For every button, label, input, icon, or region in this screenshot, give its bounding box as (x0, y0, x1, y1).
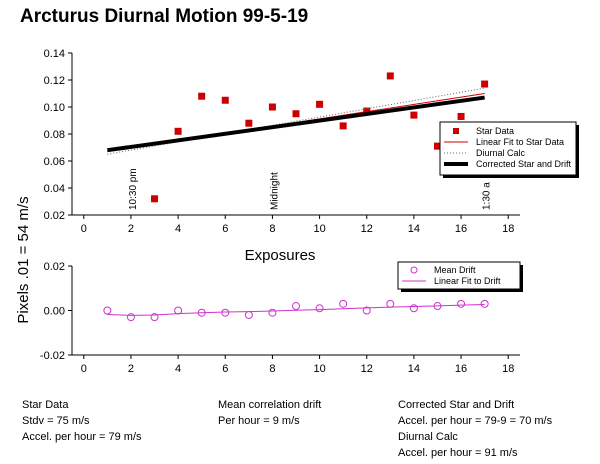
x-tick-label: 6 (222, 363, 228, 375)
diurnal-calc-line (107, 87, 485, 155)
star-data-point (410, 111, 418, 119)
star-data-heading: Star Data (22, 399, 69, 411)
mean-drift-point (126, 313, 135, 322)
mean-drift-point (103, 306, 112, 315)
star-data-point (245, 119, 253, 127)
star-data-point (433, 142, 441, 150)
corrected-accel: Accel. per hour = 79-9 = 70 m/s (398, 415, 553, 427)
x-tick-label: 14 (408, 363, 420, 375)
x-tick-label: 6 (222, 223, 228, 235)
legend-frame (439, 121, 577, 176)
star-data-summary: Star Data Stdv = 75 m/s Accel. per hour … (22, 397, 142, 445)
x-tick-label: 10 (313, 223, 325, 235)
mean-drift-point (221, 308, 230, 317)
x-tick-label: 12 (361, 363, 373, 375)
star-data-point (339, 122, 347, 130)
top-plot-axes: 0.02 0.04 0.06 0.08 0.10 0.12 0.14 0 2 4 6 8 10 12 14 1… (44, 48, 520, 235)
legend-label: Mean Drift (434, 265, 476, 275)
mean-drift-point (174, 306, 183, 315)
correlation-per-hour: Per hour = 9 m/s (218, 415, 300, 427)
x-tick-label: 2 (128, 363, 134, 375)
y-tick-label: 0.10 (44, 102, 65, 114)
y-tick-label: 0.14 (44, 48, 65, 60)
bottom-plot-axes: -0.02 0.00 0.02 0 2 4 6 8 10 12 14 16 18 (40, 261, 520, 375)
star-data-point (363, 107, 371, 115)
legend-label: Linear Fit to Drift (434, 276, 501, 286)
top-plot-marks: 10:30 pm Midnight 1:30 a (107, 72, 493, 210)
star-data-accel: Accel. per hour = 79 m/s (22, 431, 142, 443)
legend-frame (397, 261, 521, 290)
legend-marker-circle (410, 266, 418, 274)
mean-drift-point (339, 299, 348, 308)
x-tick-label: 18 (502, 363, 514, 375)
x-tick-label: 10 (313, 363, 325, 375)
corrected-star-drift-line (107, 95, 485, 153)
x-tick-label: 12 (361, 223, 373, 235)
star-data-point (174, 127, 182, 135)
x-tick-label: 14 (408, 223, 420, 235)
mean-drift-point (244, 310, 253, 319)
mean-drift-point (315, 304, 324, 313)
time-annotation: 10:30 pm (128, 168, 139, 210)
diurnal-heading: Diurnal Calc (398, 431, 458, 443)
y-tick-label: 0.02 (44, 261, 65, 273)
drift-fit-line (107, 303, 485, 316)
x-tick-label: 0 (81, 363, 87, 375)
y-tick-label: 0.02 (44, 210, 65, 222)
star-data-point (268, 103, 276, 111)
star-data-point (457, 112, 465, 120)
y-tick-label: 0.06 (44, 156, 65, 168)
diurnal-accel: Accel. per hour = 91 m/s (398, 447, 518, 459)
x-axis-label: Exposures (245, 247, 316, 264)
x-tick-label: 16 (455, 363, 467, 375)
mean-drift-point (268, 308, 277, 317)
mean-drift-point (362, 306, 371, 315)
y-tick-label: 0.04 (44, 183, 65, 195)
corrected-summary: Corrected Star and Drift Accel. per hour… (398, 397, 552, 429)
time-annotation: Midnight (269, 172, 280, 210)
corrected-heading: Corrected Star and Drift (398, 399, 515, 411)
mean-drift-point (409, 304, 418, 313)
x-tick-label: 8 (269, 363, 275, 375)
y-tick-label: 0.08 (44, 129, 65, 141)
x-tick-label: 4 (175, 223, 181, 235)
diurnal-summary: Diurnal Calc Accel. per hour = 91 m/s (398, 429, 518, 461)
mean-drift-point (150, 313, 159, 322)
x-tick-label: 16 (455, 223, 467, 235)
mean-drift-point (457, 299, 466, 308)
legend-label: Diurnal Calc (476, 148, 526, 158)
star-data-stdv: Stdv = 75 m/s (22, 415, 90, 427)
star-data-point (481, 80, 489, 88)
chart-title: Arcturus Diurnal Motion 99-5-19 (20, 6, 308, 27)
legend-marker-star-data (453, 128, 459, 134)
star-data-point (151, 195, 159, 203)
y-tick-label: -0.02 (40, 350, 65, 362)
y-axis-label: Pixels .01 = 54 m/s (15, 196, 32, 323)
legend-label: Linear Fit to Star Data (476, 137, 564, 147)
star-data-point (292, 110, 300, 118)
star-data-point (386, 72, 394, 80)
correlation-heading: Mean correlation drift (218, 399, 322, 411)
y-tick-label: 0.00 (44, 306, 65, 318)
bottom-plot-marks (103, 299, 489, 322)
x-tick-label: 2 (128, 223, 134, 235)
x-tick-label: 4 (175, 363, 181, 375)
x-tick-label: 0 (81, 223, 87, 235)
mean-drift-point (480, 299, 489, 308)
star-data-point (198, 92, 206, 100)
star-data-point (316, 100, 324, 108)
legend-label: Corrected Star and Drift (476, 159, 572, 169)
star-data-point (221, 96, 229, 104)
mean-drift-point (292, 302, 300, 311)
y-tick-label: 0.12 (44, 75, 65, 87)
correlation-summary: Mean correlation drift Per hour = 9 m/s (218, 397, 321, 429)
time-annotation: 1:30 a (482, 182, 493, 210)
x-tick-label: 8 (269, 223, 275, 235)
x-tick-label: 18 (502, 223, 514, 235)
legend-label: Star Data (476, 126, 514, 136)
mean-drift-point (386, 299, 395, 308)
